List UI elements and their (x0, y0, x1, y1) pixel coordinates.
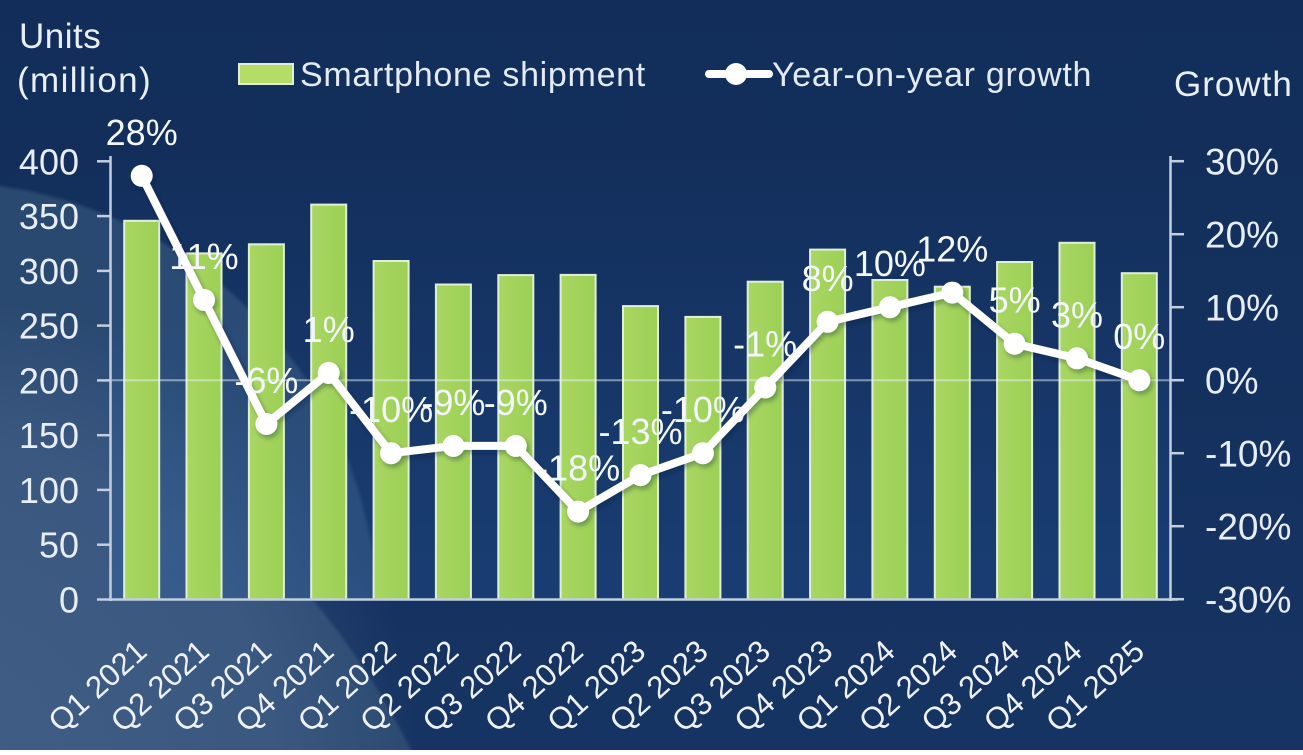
svg-text:0%: 0% (1205, 361, 1258, 402)
svg-text:-20%: -20% (1205, 507, 1291, 548)
svg-text:400: 400 (19, 141, 79, 182)
svg-text:8%: 8% (802, 258, 854, 299)
svg-text:(million): (million) (17, 61, 152, 100)
svg-text:30%: 30% (1205, 142, 1279, 183)
svg-text:3%: 3% (1051, 294, 1103, 335)
svg-text:200: 200 (19, 360, 79, 401)
svg-text:10%: 10% (854, 243, 926, 284)
svg-text:12%: 12% (916, 229, 988, 270)
svg-text:5%: 5% (989, 280, 1041, 321)
svg-text:-1%: -1% (733, 324, 797, 365)
svg-text:11%: 11% (169, 236, 238, 277)
svg-text:250: 250 (19, 306, 79, 347)
svg-text:Units: Units (19, 17, 101, 56)
svg-text:-10%: -10% (1205, 434, 1291, 475)
svg-text:Smartphone shipment: Smartphone shipment (300, 56, 646, 94)
svg-text:20%: 20% (1205, 215, 1279, 256)
svg-text:-10%: -10% (661, 389, 745, 430)
svg-text:-9%: -9% (484, 382, 548, 423)
svg-text:-13%: -13% (598, 411, 682, 452)
svg-text:10%: 10% (1205, 288, 1279, 329)
svg-text:-10%: -10% (349, 389, 433, 430)
svg-text:100: 100 (19, 470, 79, 511)
svg-text:Year-on-year growth: Year-on-year growth (772, 56, 1092, 94)
svg-text:350: 350 (19, 196, 79, 237)
svg-text:28%: 28% (106, 112, 178, 153)
svg-text:150: 150 (19, 415, 79, 456)
svg-text:-6%: -6% (234, 360, 298, 401)
svg-text:1%: 1% (303, 309, 355, 350)
svg-text:50: 50 (39, 525, 79, 566)
svg-text:300: 300 (19, 251, 79, 292)
svg-text:0: 0 (59, 580, 79, 621)
svg-text:0%: 0% (1113, 316, 1165, 357)
svg-text:-9%: -9% (421, 382, 485, 423)
svg-text:-18%: -18% (536, 448, 620, 489)
svg-text:-30%: -30% (1205, 580, 1291, 621)
svg-text:Growth: Growth (1174, 65, 1293, 104)
